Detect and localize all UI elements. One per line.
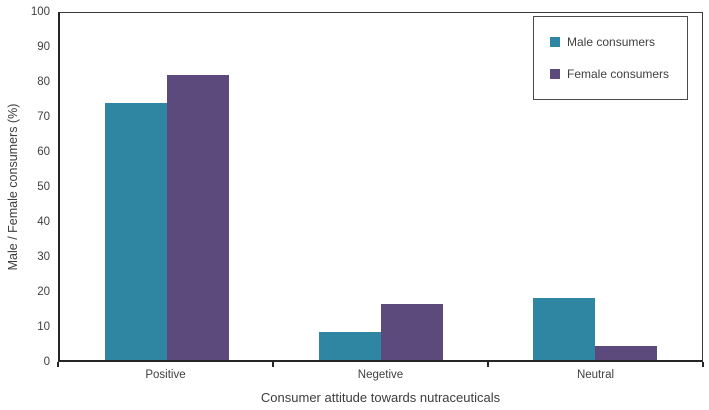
legend-swatch-female-consumers [550,69,560,79]
legend-label: Female consumers [567,67,670,81]
y-tick-label: 0 [43,356,50,368]
x-category-label-neutral: Neutral [576,369,615,381]
y-tick-label: 50 [37,181,50,193]
x-tick-mark [487,362,489,367]
legend-item-female-consumers: Female consumers [550,67,687,81]
y-tick-label: 20 [37,286,50,298]
y-tick-label: 70 [37,111,50,123]
legend-label: Male consumers [567,35,656,49]
bar-female-consumers-positive [167,75,229,360]
plot-area [58,12,703,362]
y-tick-label: 40 [37,216,50,228]
bar-female-consumers-negetive [381,304,443,360]
legend-swatch-male-consumers [550,37,560,47]
legend: Male consumers Female consumers [533,16,688,100]
y-tick-label: 100 [30,6,50,18]
y-tick-label: 60 [37,146,50,158]
x-axis-title: Consumer attitude towards nutraceuticals [260,390,501,405]
x-tick-mark [272,362,274,367]
category-group-positive [60,13,274,360]
x-category-label-positive: Positive [145,369,186,381]
y-tick-label: 90 [37,41,50,53]
bar-male-consumers-negetive [319,332,381,360]
category-group-negetive [274,13,488,360]
bar-male-consumers-positive [105,103,167,360]
category-group-neutral [488,13,702,360]
y-tick-label: 30 [37,251,50,263]
bar-male-consumers-neutral [533,297,595,360]
x-tick-mark [57,362,59,367]
x-tick-mark [702,362,704,367]
y-tick-label: 10 [37,321,50,333]
legend-item-male-consumers: Male consumers [550,35,687,49]
y-tick-label: 80 [37,76,50,88]
x-category-label-negetive: Negetive [357,369,404,381]
bar-female-consumers-neutral [595,346,657,360]
